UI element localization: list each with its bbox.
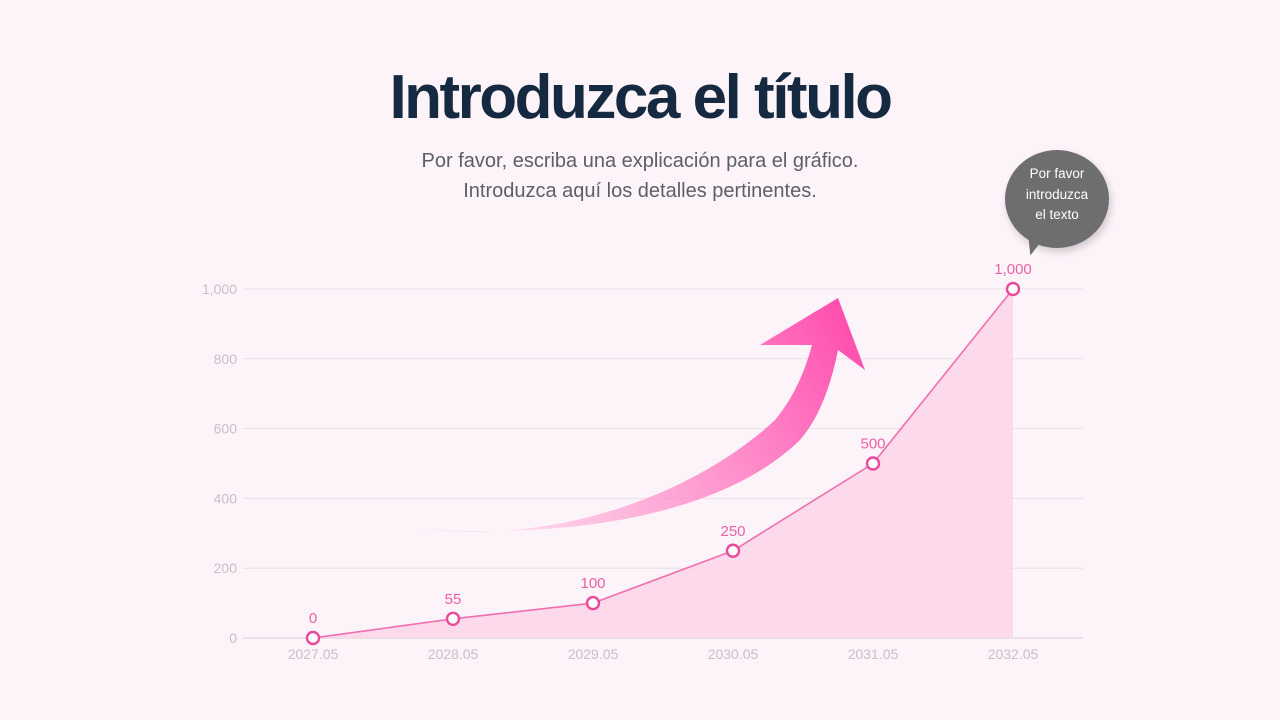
callout-line-3: el texto — [1035, 207, 1079, 222]
chart-description: Por favor, escriba una explicación para … — [0, 146, 1280, 206]
data-label: 1,000 — [994, 261, 1032, 278]
x-tick-label: 2031.05 — [848, 646, 899, 662]
y-tick-label: 1,000 — [202, 281, 237, 297]
data-label: 0 — [309, 610, 317, 627]
x-tick-label: 2029.05 — [568, 646, 619, 662]
data-point — [1005, 281, 1021, 297]
trend-arrow — [410, 298, 865, 532]
y-tick-label: 800 — [214, 351, 238, 367]
series-line — [312, 288, 1014, 639]
x-tick-label: 2032.05 — [988, 646, 1039, 662]
callout-bubble: Por favor introduzca el texto — [1005, 150, 1109, 248]
data-label: 500 — [860, 436, 885, 453]
x-tick-label: 2028.05 — [428, 646, 479, 662]
y-tick-label: 200 — [214, 560, 238, 576]
y-tick-label: 0 — [229, 630, 237, 646]
page-title: Introduzca el título — [389, 63, 893, 132]
subtitle-line-2: Introduzca aquí los detalles pertinentes… — [463, 180, 817, 202]
data-point — [865, 456, 881, 471]
data-point — [725, 543, 741, 558]
callout-line-2: introduzca — [1025, 186, 1089, 202]
data-label: 250 — [720, 523, 745, 540]
y-tick-label: 400 — [214, 490, 238, 506]
callout-bubble-tail — [1024, 230, 1048, 258]
data-label: 100 — [580, 575, 605, 592]
x-tick-label: 2027.05 — [288, 646, 339, 662]
subtitle-line-1: Por favor, escriba una explicación para … — [421, 150, 859, 172]
data-point — [585, 595, 601, 611]
y-tick-label: 600 — [214, 421, 238, 437]
series-area — [313, 289, 1013, 638]
callout-line-1: Por favor — [1029, 166, 1085, 181]
data-label: 55 — [445, 591, 462, 608]
data-point — [445, 611, 461, 627]
x-tick-label: 2030.05 — [708, 646, 759, 662]
callout-text: Por favor introduzca el texto — [1005, 164, 1109, 226]
data-point — [305, 630, 321, 646]
